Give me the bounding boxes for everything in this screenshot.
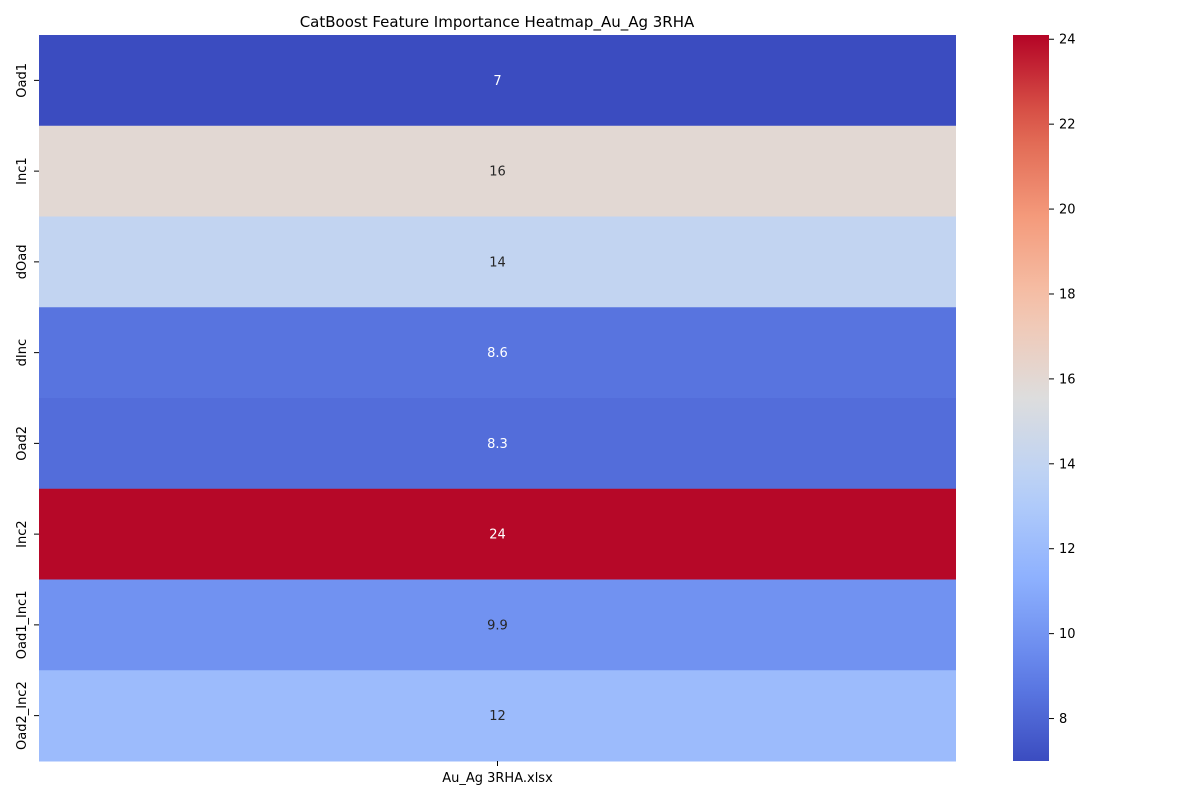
cell-value-label: 8.6 <box>487 346 508 361</box>
heatmap-cell <box>39 307 956 399</box>
x-tick-label: Au_Ag 3RHA.xlsx <box>442 771 553 786</box>
colorbar-tick-label: 16 <box>1059 372 1076 387</box>
heatmap-cell <box>39 670 956 762</box>
cell-value-label: 24 <box>489 528 506 543</box>
cell-value-label: 7 <box>493 74 501 89</box>
cell-value-label: 16 <box>489 165 506 180</box>
colorbar-tick-label: 24 <box>1059 33 1076 48</box>
colorbar-tick-label: 22 <box>1059 118 1076 133</box>
cell-value-label: 8.3 <box>487 437 508 452</box>
heatmap-cell <box>39 579 956 671</box>
colorbar-gradient <box>1013 35 1049 761</box>
heatmap-cell <box>39 125 956 217</box>
colorbar-tick-label: 12 <box>1059 542 1076 557</box>
y-tick-label: Inc1 <box>15 157 30 185</box>
y-tick-label: Inc2 <box>15 520 30 548</box>
colorbar: 8 10 12 14 16 18 20 22 24 <box>1013 33 1076 761</box>
cell-value-label: 12 <box>489 709 506 724</box>
heatmap-cell <box>39 216 956 308</box>
chart-title: CatBoost Feature Importance Heatmap_Au_A… <box>300 13 695 32</box>
heatmap-cell <box>39 488 956 580</box>
colorbar-ticks: 8 10 12 14 16 18 20 22 24 <box>1049 33 1076 727</box>
y-tick-label: Oad2 <box>15 426 30 461</box>
cell-value-label: 14 <box>489 255 506 270</box>
x-axis: Au_Ag 3RHA.xlsx <box>442 761 553 786</box>
y-axis: Oad1 Inc1 dOad dInc Oad2 Inc2 Oad1_Inc1 Oad2_In… <box>15 63 39 750</box>
y-tick-label: dOad <box>15 245 30 280</box>
y-tick-label: Oad1_Inc1 <box>15 591 30 660</box>
colorbar-tick-label: 14 <box>1059 457 1076 472</box>
heatmap-cells: 7 16 14 8.6 8.3 24 9.9 12 <box>39 35 956 762</box>
y-tick-label: Oad1 <box>15 63 30 98</box>
colorbar-tick-label: 18 <box>1059 287 1076 302</box>
heatmap-cell <box>39 35 956 127</box>
y-tick-label: Oad2_Inc2 <box>15 681 30 750</box>
cell-value-label: 9.9 <box>487 618 508 633</box>
colorbar-tick-label: 20 <box>1059 203 1076 218</box>
colorbar-tick-label: 10 <box>1059 627 1076 642</box>
y-tick-label: dInc <box>15 339 30 366</box>
colorbar-tick-label: 8 <box>1059 712 1067 727</box>
heatmap-cell <box>39 398 956 490</box>
